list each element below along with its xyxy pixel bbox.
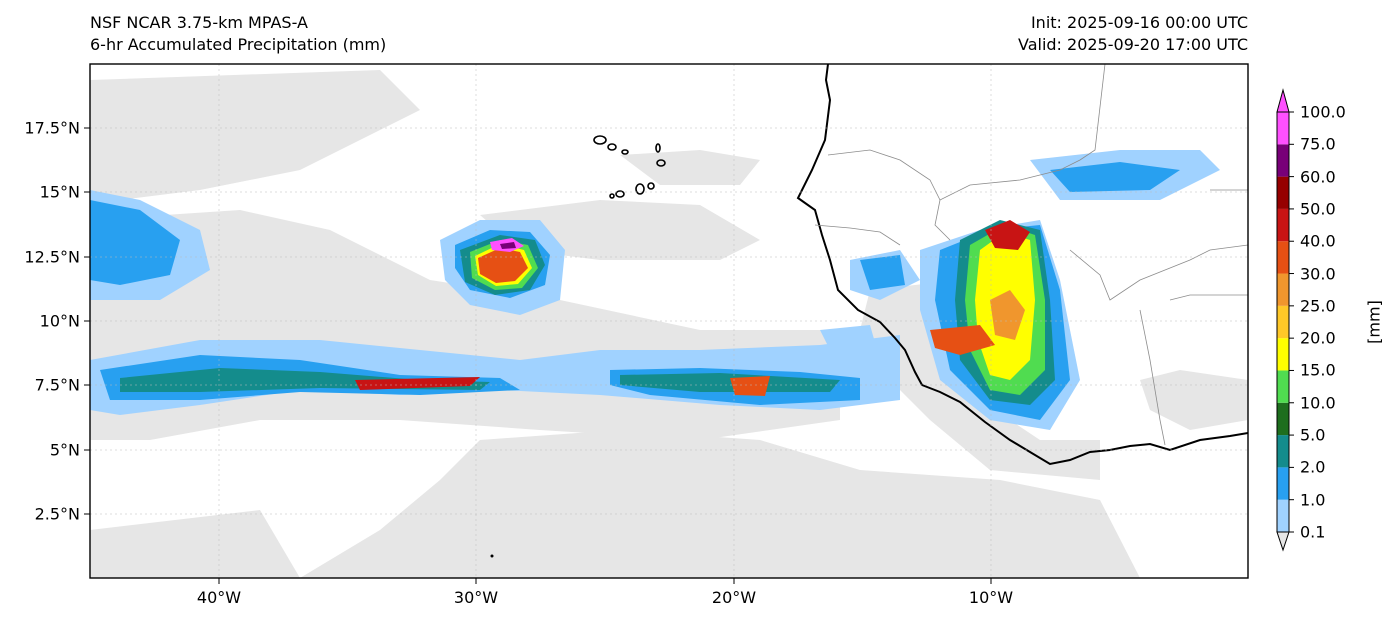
- colorbar-max-extend: [1276, 88, 1290, 113]
- country-borders: [814, 64, 1248, 446]
- lat-label-2-5: 2.5°N: [34, 504, 80, 524]
- colorbar-level-label: 25.0: [1300, 296, 1336, 316]
- colorbar-level-label: 60.0: [1300, 167, 1336, 187]
- colorbar-bin: [1277, 241, 1289, 274]
- lat-label-15: 15°N: [39, 182, 80, 202]
- island-dot: [490, 554, 494, 558]
- colorbar-bin: [1277, 402, 1289, 436]
- colorbar-bin: [1277, 112, 1289, 145]
- colorbar-level-label: 100.0: [1300, 102, 1346, 122]
- colorbar-bin: [1277, 144, 1289, 177]
- cape-verde-islands: [593, 135, 666, 199]
- lat-label-17-5: 17.5°N: [24, 118, 80, 138]
- title-left: NSF NCAR 3.75-km MPAS-A 6-hr Accumulated…: [90, 12, 386, 56]
- colorbar-bin: [1277, 273, 1289, 306]
- colorbar-level-label: 5.0: [1300, 425, 1326, 445]
- map-plot-area: [90, 64, 1248, 578]
- lon-label-40w: 40°W: [196, 588, 242, 607]
- title-right: Init: 2025-09-16 00:00 UTC Valid: 2025-0…: [1018, 12, 1248, 56]
- lon-label-30w: 30°W: [453, 588, 499, 607]
- colorbar-level-label: 15.0: [1300, 360, 1336, 380]
- colorbar-level-label: 30.0: [1300, 264, 1336, 284]
- lat-label-7-5: 7.5°N: [34, 375, 80, 395]
- colorbar-level-label: 50.0: [1300, 199, 1336, 219]
- colorbar-bin: [1277, 176, 1289, 209]
- lon-label-10w: 10°W: [968, 588, 1014, 607]
- colorbar-frame: [1276, 111, 1290, 533]
- colorbar-level-label: 0.1: [1300, 522, 1326, 542]
- gridlines: [90, 64, 1248, 578]
- colorbar-level-label: 40.0: [1300, 231, 1336, 251]
- lat-label-12-5: 12.5°N: [24, 247, 80, 267]
- colorbar-level-label: 20.0: [1300, 328, 1336, 348]
- lat-label-10: 10°N: [39, 311, 80, 331]
- colorbar-bin: [1277, 338, 1289, 371]
- colorbar-bin: [1277, 499, 1289, 532]
- colorbar-level-label: 10.0: [1300, 393, 1336, 413]
- valid-time: Valid: 2025-09-20 17:00 UTC: [1017, 35, 1248, 54]
- colorbar-min-extend: [1276, 531, 1290, 552]
- colorbar-bin: [1277, 370, 1289, 403]
- colorbar-bin: [1277, 305, 1289, 339]
- field-name: 6-hr Accumulated Precipitation (mm): [90, 35, 387, 54]
- precip-red: [355, 220, 1030, 396]
- model-name: NSF NCAR 3.75-km MPAS-A: [90, 13, 308, 32]
- init-time: Init: 2025-09-16 00:00 UTC: [1030, 13, 1248, 32]
- lon-label-20w: 20°W: [711, 588, 757, 607]
- colorbar-bin: [1277, 467, 1289, 500]
- colorbar-level-label: 75.0: [1300, 134, 1336, 154]
- colorbar-level-label: 1.0: [1300, 490, 1326, 510]
- axis-ticks: [84, 127, 992, 584]
- lat-label-5: 5°N: [49, 440, 80, 460]
- colorbar: [1276, 88, 1294, 552]
- colorbar-units: [mm]: [1364, 300, 1384, 344]
- precip-magenta: [490, 238, 524, 252]
- colorbar-bin: [1277, 435, 1289, 468]
- colorbar-bin: [1277, 208, 1289, 242]
- colorbar-level-label: 2.0: [1300, 457, 1326, 477]
